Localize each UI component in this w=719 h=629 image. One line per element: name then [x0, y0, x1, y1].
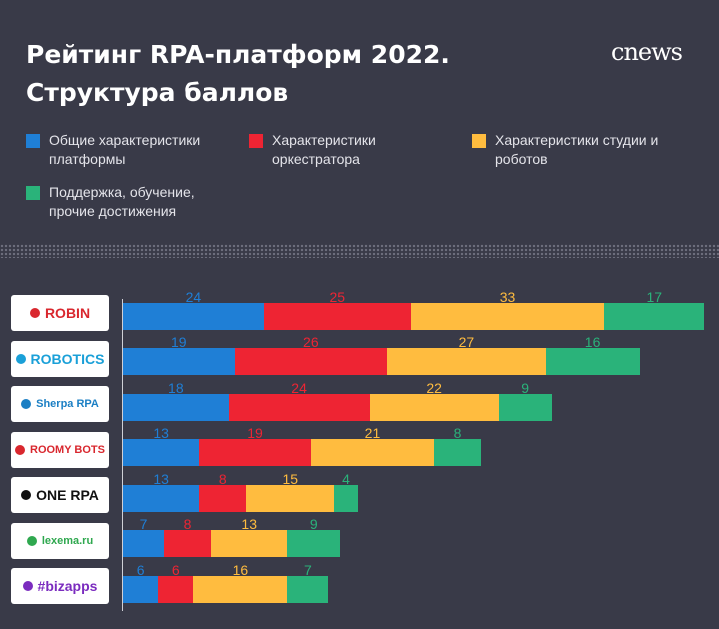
legend-label-general: Общие характеристики платформы — [49, 132, 201, 167]
bizapps-logo-icon — [22, 581, 33, 591]
bar-segment-6-1 — [123, 530, 165, 557]
bar-segment-1-2 — [263, 302, 411, 330]
y-axis-line — [122, 299, 123, 611]
data-label-2-1: 19 — [170, 334, 187, 350]
data-label-7-1: 6 — [136, 561, 145, 578]
legend-swatch-yellow — [472, 134, 486, 148]
roomy-logo-icon — [15, 444, 25, 455]
data-label-3-1: 18 — [168, 379, 184, 396]
logo-text-2: ROBOTICS — [30, 350, 105, 367]
logo-card-4: ROOMY BOTS — [11, 431, 109, 468]
data-label-1-3: 33 — [499, 288, 516, 305]
chart-title: Рейтинг RPA-платформ 2022. Структура бал… — [26, 36, 546, 112]
bar-segment-4-3 — [310, 439, 435, 466]
chart-title-line-2: Структура баллов — [26, 78, 289, 107]
bar-segment-3-1 — [123, 393, 229, 421]
data-label-2-3: 27 — [458, 334, 475, 350]
logo-text-7: #bizapps — [37, 578, 98, 594]
bar-segment-4-2 — [199, 439, 311, 466]
data-label-3-3: 22 — [426, 379, 442, 396]
bar-segment-3-2 — [228, 393, 370, 421]
logo-card-1: ROBIN — [11, 295, 109, 331]
bar-segment-5-3 — [246, 484, 335, 512]
legend-item-orchestrator: Характеристики оркестратора — [249, 131, 376, 169]
logo-card-7: #bizapps — [11, 568, 109, 604]
data-label-5-4: 4 — [342, 470, 350, 487]
bar-segment-5-2 — [199, 484, 247, 512]
bar-segment-2-4 — [545, 348, 640, 375]
logo-card-5: ONE RPA — [11, 477, 109, 513]
bar-segment-2-3 — [387, 348, 546, 375]
data-label-6-3: 13 — [241, 516, 257, 532]
logo-card-6: lexema.ru — [11, 522, 109, 559]
data-label-7-3: 16 — [232, 561, 249, 578]
bar-segment-5-1 — [123, 484, 200, 512]
bar-segment-2-2 — [234, 348, 388, 375]
data-label-6-2: 8 — [183, 516, 192, 532]
bar-segment-1-4 — [604, 302, 705, 330]
data-label-6-4: 9 — [309, 516, 318, 532]
logo-text-4: ROOMY BOTS — [30, 443, 105, 456]
bar-segment-6-2 — [164, 530, 212, 557]
chart-title-line-1: Рейтинг RPA-платформ 2022. — [26, 40, 450, 69]
bar-segment-6-4 — [287, 530, 341, 557]
data-label-7-2: 6 — [171, 561, 180, 578]
bar-segment-4-4 — [434, 439, 482, 466]
legend-item-general: Общие характеристики платформы — [26, 131, 200, 169]
data-label-3-4: 9 — [521, 379, 529, 396]
dotted-divider — [0, 244, 719, 258]
bar-segment-7-1 — [123, 575, 159, 603]
data-label-2-4: 16 — [584, 334, 601, 350]
bar-segment-5-4 — [334, 484, 358, 512]
legend-label-orchestrator: Характеристики оркестратора — [272, 132, 376, 167]
bar-segment-3-4 — [498, 393, 552, 421]
bar-segment-6-3 — [211, 530, 288, 557]
data-label-1-2: 25 — [329, 288, 346, 305]
bar-segment-7-2 — [158, 575, 194, 603]
data-label-4-1: 13 — [153, 425, 169, 441]
sherpa-gear-icon — [21, 399, 32, 409]
bar-segment-4-1 — [123, 439, 200, 466]
data-label-4-2: 19 — [247, 425, 263, 441]
logo-text-5: ONE RPA — [36, 487, 99, 503]
bar-segment-7-4 — [287, 575, 329, 603]
data-label-2-2: 26 — [303, 334, 319, 350]
bar-segment-1-1 — [123, 302, 264, 330]
bar-segment-1-3 — [410, 302, 605, 330]
legend-item-studio: Характеристики студии и роботов — [472, 131, 658, 169]
logo-text-3: Sherpa RPA — [36, 398, 99, 410]
data-label-5-1: 13 — [153, 470, 169, 487]
legend-label-studio: Характеристики студии и роботов — [495, 132, 659, 167]
data-label-4-3: 21 — [364, 425, 381, 441]
legend-item-support: Поддержка, обучение, прочие достижения — [26, 183, 195, 221]
legend-label-support: Поддержка, обучение, прочие достижения — [49, 184, 195, 219]
bar-segment-2-1 — [123, 348, 235, 375]
logo-text-1: ROBIN — [44, 305, 91, 321]
data-label-7-4: 7 — [303, 561, 312, 578]
data-label-4-4: 8 — [453, 425, 462, 441]
robin-robot-icon — [29, 308, 40, 318]
data-label-3-2: 24 — [291, 379, 307, 396]
cnews-logo: cnews — [611, 38, 683, 66]
lexema-leaf-icon — [26, 535, 37, 546]
logo-card-2: ROBOTICS — [11, 340, 109, 377]
bix-logo-icon — [15, 353, 26, 364]
data-label-1-1: 24 — [185, 288, 202, 305]
logo-card-3: Sherpa RPA — [11, 386, 109, 422]
data-label-5-3: 15 — [282, 470, 299, 487]
legend-swatch-blue — [26, 134, 40, 148]
bar-segment-7-3 — [193, 575, 288, 603]
onerpa-logo-icon — [21, 490, 32, 500]
data-label-1-4: 17 — [646, 288, 663, 305]
data-label-6-1: 7 — [139, 516, 148, 532]
bar-segment-3-3 — [369, 393, 499, 421]
legend-swatch-green — [26, 186, 40, 200]
data-label-5-2: 8 — [218, 470, 227, 487]
legend-swatch-red — [249, 134, 263, 148]
logo-text-6: lexema.ru — [41, 534, 94, 547]
